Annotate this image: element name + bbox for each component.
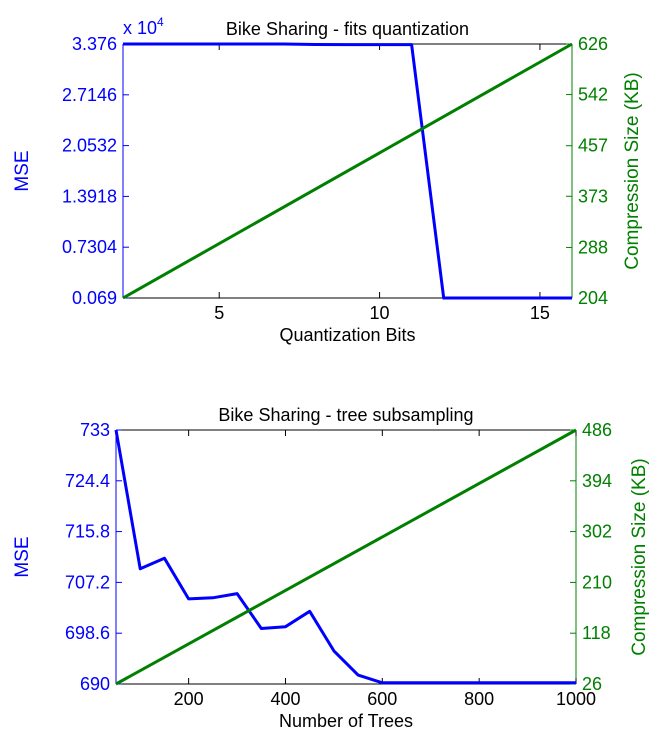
y-left-tick-label: 1.3918 (62, 186, 117, 206)
y-left-tick-label: 690 (80, 674, 110, 694)
y-right-tick-label: 486 (582, 420, 612, 440)
y-axis-right-label: Compression Size (KB) (622, 72, 643, 269)
chart-title: Bike Sharing - fits quantization (226, 19, 469, 39)
series-line-mse (114, 429, 576, 685)
y-left-tick-label: 0.069 (72, 288, 117, 308)
x-tick-label: 5 (214, 303, 224, 323)
x-axis-label: Quantization Bits (279, 325, 415, 345)
y-axis-left-label: MSE (12, 150, 33, 191)
y-left-tick-label: 2.7146 (62, 85, 117, 105)
y-right-tick-label: 204 (578, 288, 608, 308)
y-left-tick-label: 715.8 (65, 522, 110, 542)
x-tick-label: 800 (464, 689, 494, 709)
y-right-tick-label: 118 (582, 623, 611, 643)
series-line-compression-size (115, 428, 577, 686)
y-left-tick-label: 3.376 (72, 34, 117, 54)
y-axis-exponent-label: x 104 (123, 15, 164, 38)
y-axis-right-label: Compression Size (KB) (629, 458, 649, 655)
y-right-tick-label: 302 (582, 522, 612, 542)
y-right-tick-label: 288 (578, 237, 608, 257)
y-right-tick-label: 210 (582, 572, 612, 592)
series-line-mse (123, 42, 572, 300)
y-left-tick-label: 0.7304 (62, 237, 117, 257)
series-line-compression-size (122, 42, 573, 300)
y-right-tick-label: 373 (578, 186, 608, 206)
y-axis-left-label: MSE (12, 536, 33, 577)
y-left-tick-label: 724.4 (65, 471, 110, 491)
x-tick-label: 1000 (556, 689, 596, 709)
y-left-tick-label: 707.2 (65, 572, 110, 592)
y-right-tick-label: 394 (582, 471, 612, 491)
x-tick-label: 15 (530, 303, 550, 323)
y-right-tick-label: 626 (578, 34, 608, 54)
chart-panel-1: 5 10 15 0.069 0.7304 1.3918 2.0532 2.7146 3.376 2… (12, 15, 643, 345)
y-right-tick-label: 542 (578, 85, 608, 105)
y-right-tick-label: 26 (582, 674, 602, 694)
y-left-tick-label: 733 (80, 420, 110, 440)
x-tick-label: 600 (367, 689, 397, 709)
y-left-tick-label: 698.6 (65, 623, 110, 643)
chart-panel-2: 200 400 600 800 1000 690 698.6 707.2 715.8 724.4 7… (12, 405, 649, 731)
x-tick-label: 200 (174, 689, 204, 709)
x-axis-label: Number of Trees (279, 711, 413, 731)
x-tick-label: 400 (270, 689, 300, 709)
y-right-tick-label: 457 (578, 136, 608, 156)
chart-title: Bike Sharing - tree subsampling (218, 405, 473, 425)
x-tick-label: 10 (370, 303, 390, 323)
y-left-tick-label: 2.0532 (62, 136, 117, 156)
